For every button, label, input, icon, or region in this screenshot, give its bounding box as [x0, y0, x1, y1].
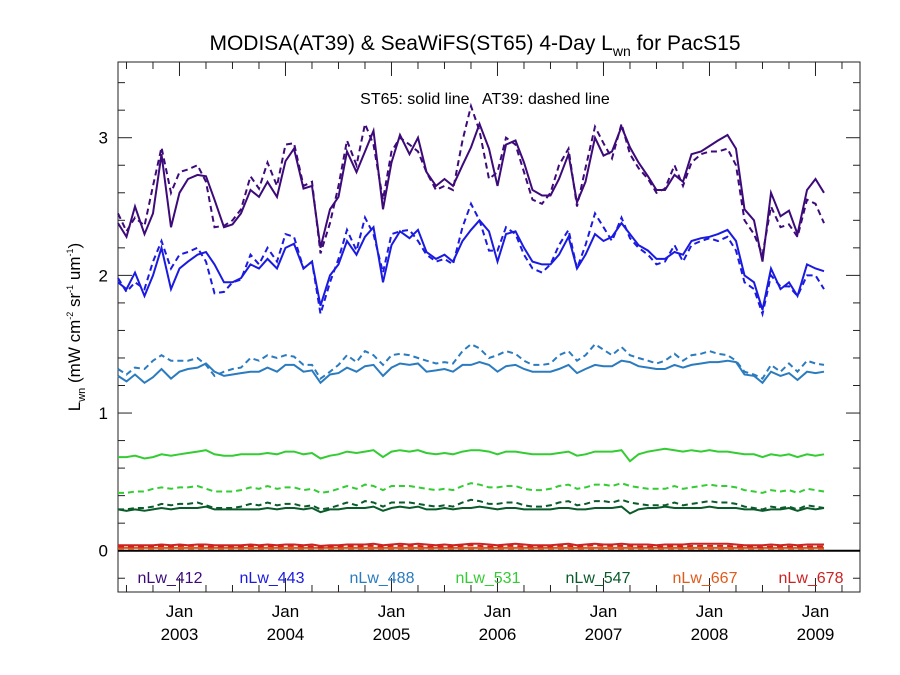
x-tick-label-month: Jan	[166, 602, 193, 621]
series-line-nLw_412-dashed	[117, 102, 825, 259]
y-label-exp3: -1	[65, 248, 75, 256]
axis-ticks: 0 1 2 3 Jan 2003 Jan 2004 Jan 2005 Jan 2006 Jan 2007 J…	[99, 62, 860, 644]
x-tick-label-year: 2008	[691, 625, 729, 644]
series-line-nLw_488-solid	[117, 359, 825, 385]
y-label-exp2: -1	[65, 285, 75, 293]
legend: nLw_412 nLw_443 nLw_488 nLw_531 nLw_547 nLw_6…	[138, 570, 844, 587]
x-tick-label-month: Jan	[590, 602, 617, 621]
series-line-nLw_531-solid	[118, 447, 825, 463]
x-tick-label-year: 2006	[479, 625, 517, 644]
legend-entry-nLw_412: nLw_412	[138, 570, 203, 587]
legend-entry-nLw_667: nLw_667	[673, 570, 738, 587]
series-line-nLw_531-dashed	[118, 482, 825, 494]
legend-entry-nLw_531: nLw_531	[456, 570, 521, 587]
legend-entry-nLw_488: nLw_488	[350, 570, 415, 587]
x-tick-label-month: Jan	[484, 602, 511, 621]
series-line-nLw_547-solid	[117, 505, 825, 515]
chart-title-sub: wn	[612, 43, 631, 59]
series-line-nLw_678-solid	[118, 542, 824, 547]
series-line-nLw_443-dashed	[117, 201, 825, 318]
y-label-close: )	[65, 243, 84, 249]
y-label-exp1: -2	[65, 312, 75, 320]
y-tick-label: 0	[99, 542, 108, 561]
plot-frame	[117, 61, 861, 593]
y-label-mid: sr	[65, 292, 84, 311]
chart-title: MODISA(AT39) & SeaWiFS(ST65) 4-Day Lwn f…	[209, 32, 740, 59]
y-label-sub: wn	[76, 388, 88, 403]
line-style-annotation: ST65: solid line AT39: dashed line	[360, 91, 610, 108]
chart-title-tail: for PacS15	[631, 32, 741, 55]
x-tick-label-month: Jan	[696, 602, 723, 621]
series-lines	[117, 102, 825, 550]
legend-entry-nLw_678: nLw_678	[779, 570, 844, 587]
y-tick-label: 1	[99, 404, 108, 423]
y-label-end: um	[65, 256, 84, 284]
x-tick-label-year: 2005	[373, 625, 411, 644]
series-line-nLw_547-dashed	[118, 498, 825, 511]
x-tick-label-year: 2003	[161, 625, 199, 644]
x-tick-label-month: Jan	[272, 602, 299, 621]
chart-title-main: MODISA(AT39) & SeaWiFS(ST65) 4-Day L	[209, 32, 612, 55]
series-line-nLw_412-solid	[117, 121, 825, 262]
x-tick-label-year: 2004	[267, 625, 305, 644]
y-axis-label: Lwn (mW cm-2 sr-1 um-1)	[65, 243, 88, 411]
y-label-units: (mW cm	[65, 320, 84, 388]
series-line-nLw_678-dashed	[118, 544, 824, 549]
x-tick-label-month: Jan	[378, 602, 405, 621]
series-line-nLw_443-solid	[117, 218, 825, 311]
y-label-main: L	[65, 402, 84, 411]
y-tick-label: 2	[99, 266, 108, 285]
legend-entry-nLw_443: nLw_443	[240, 570, 305, 587]
x-tick-label-year: 2007	[585, 625, 623, 644]
y-tick-label: 3	[99, 129, 108, 148]
legend-entry-nLw_547: nLw_547	[566, 570, 631, 587]
x-tick-label-month: Jan	[802, 602, 829, 621]
x-tick-label-year: 2009	[797, 625, 835, 644]
